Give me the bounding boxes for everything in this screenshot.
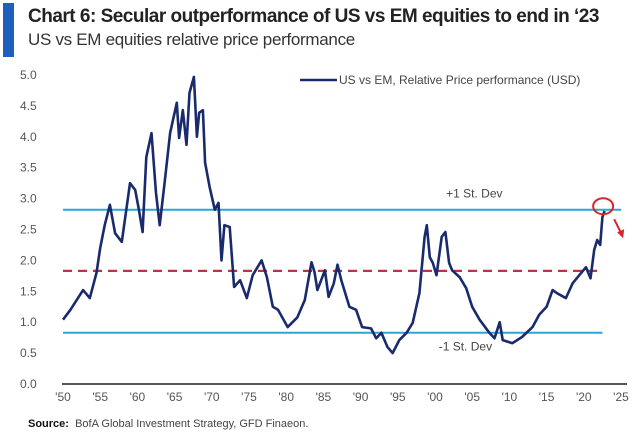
y-tick-label: 3.5	[20, 161, 37, 175]
x-tick-label: '15	[539, 390, 555, 404]
x-tick-label: '05	[464, 390, 480, 404]
x-tick-label: '10	[502, 390, 518, 404]
y-axis: 0.0 0.5 1.0 1.5 2.0 2.5 3.0 3.5 4.0 4.5 5.0	[20, 68, 37, 391]
x-tick-label: '75	[241, 390, 257, 404]
chart-title: Chart 6: Secular outperformance of US vs…	[28, 6, 599, 27]
series-line-us-vs-em	[61, 75, 606, 355]
x-tick-label: '60	[130, 390, 146, 404]
legend: US vs EM, Relative Price performance (US…	[300, 73, 580, 87]
y-tick-label: 2.0	[20, 253, 37, 267]
highlight-annotation	[592, 197, 625, 239]
x-tick-label: '90	[353, 390, 369, 404]
x-tick-label: '25	[613, 390, 629, 404]
x-tick-label: '85	[316, 390, 332, 404]
x-tick-label: '00	[427, 390, 443, 404]
minus-1-std-label: -1 St. Dev	[439, 340, 492, 354]
x-tick-label: '65	[167, 390, 183, 404]
source-text: BofA Global Investment Strategy, GFD Fin…	[75, 418, 309, 430]
chart-subtitle: US vs EM equities relative price perform…	[28, 30, 355, 49]
x-tick-label: '50	[55, 390, 71, 404]
x-tick-label: '95	[390, 390, 406, 404]
source-label: Source:	[28, 418, 69, 430]
plus-1-std-label: +1 St. Dev	[446, 187, 502, 201]
down-arrow-shaft	[613, 218, 622, 232]
down-arrow-icon	[617, 229, 625, 239]
y-tick-label: 0.5	[20, 346, 37, 360]
y-tick-label: 4.0	[20, 130, 37, 144]
legend-label: US vs EM, Relative Price performance (US…	[339, 73, 580, 87]
reference-lines: +1 St. Dev -1 St. Dev	[63, 187, 621, 354]
y-tick-label: 3.0	[20, 192, 37, 206]
x-tick-label: '20	[576, 390, 592, 404]
source-note: Source: BofA Global Investment Strategy,…	[28, 418, 308, 430]
y-tick-label: 1.5	[20, 284, 37, 298]
y-tick-label: 5.0	[20, 68, 37, 82]
title-accent-bar	[3, 3, 14, 57]
y-tick-label: 1.0	[20, 315, 37, 329]
x-axis: '50 '55 '60 '65 '70 '75 '80 '85 '90 '95 '00 '05 '10 '…	[55, 390, 629, 404]
x-tick-label: '55	[92, 390, 108, 404]
y-tick-label: 0.0	[20, 377, 37, 391]
highlight-circle	[592, 197, 615, 216]
y-tick-label: 4.5	[20, 99, 37, 113]
x-tick-label: '70	[204, 390, 220, 404]
y-tick-label: 2.5	[20, 223, 37, 237]
x-tick-label: '80	[278, 390, 294, 404]
